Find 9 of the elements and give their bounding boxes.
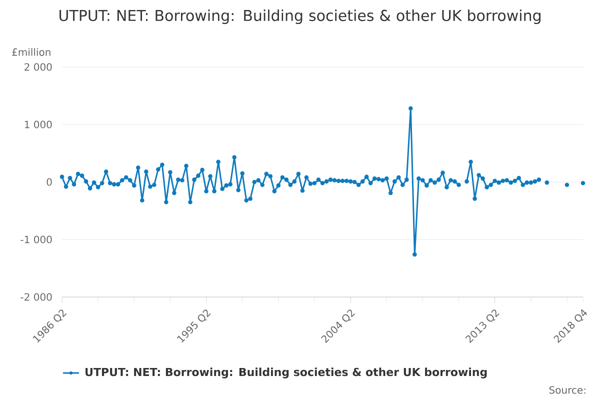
chart-title: UTPUT: NET: Borrowing: Building societies & other UK borrowing xyxy=(60,10,540,24)
y-tick-label: 2 000 xyxy=(24,63,52,71)
y-tick-label: 1 000 xyxy=(24,120,52,128)
y-axis-title: £million xyxy=(12,48,50,56)
y-tick-label: 0 xyxy=(46,178,52,186)
source-note: Source: xyxy=(549,386,586,394)
legend-label: UTPUT: NET: Borrowing: Building societies & other UK borrowing xyxy=(86,368,487,378)
y-tick-label: -2 000 xyxy=(20,293,52,301)
y-tick-label: -1 000 xyxy=(20,236,52,244)
